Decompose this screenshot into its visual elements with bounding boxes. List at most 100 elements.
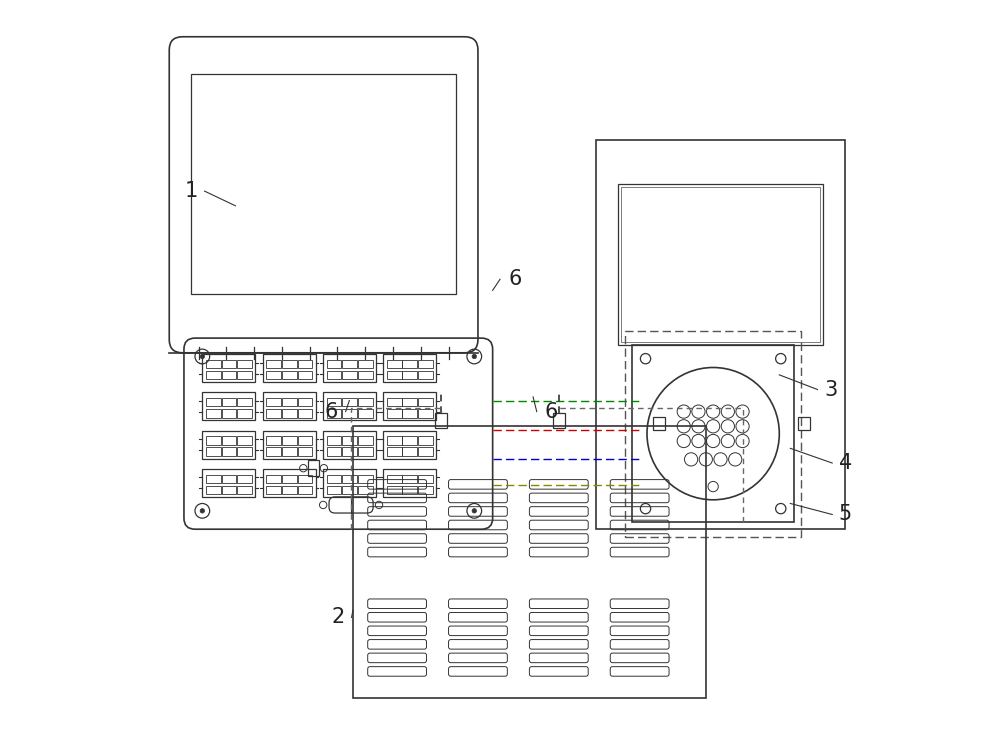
- Bar: [237, 409, 252, 417]
- Bar: [358, 486, 373, 494]
- Bar: [342, 371, 357, 379]
- Bar: [402, 409, 417, 417]
- Bar: [202, 469, 255, 497]
- Bar: [387, 475, 402, 483]
- Circle shape: [200, 509, 205, 513]
- Bar: [387, 437, 402, 445]
- Bar: [298, 486, 312, 494]
- Bar: [237, 448, 252, 456]
- Bar: [237, 475, 252, 483]
- Bar: [327, 371, 341, 379]
- Bar: [323, 431, 376, 459]
- Bar: [327, 475, 341, 483]
- Bar: [383, 392, 436, 420]
- Bar: [282, 475, 297, 483]
- Bar: [418, 371, 433, 379]
- Bar: [282, 360, 297, 368]
- Bar: [383, 469, 436, 497]
- Bar: [418, 486, 433, 494]
- Bar: [263, 354, 316, 382]
- Text: 2: 2: [332, 607, 345, 628]
- Bar: [282, 409, 297, 417]
- Text: 5: 5: [839, 504, 852, 525]
- Bar: [202, 354, 255, 382]
- Bar: [387, 398, 402, 406]
- Bar: [342, 486, 357, 494]
- Bar: [387, 486, 402, 494]
- Bar: [222, 360, 236, 368]
- Bar: [282, 486, 297, 494]
- Bar: [402, 371, 417, 379]
- Bar: [237, 486, 252, 494]
- Bar: [353, 426, 706, 698]
- Bar: [418, 360, 433, 368]
- Bar: [263, 469, 316, 497]
- Bar: [298, 409, 312, 417]
- Bar: [632, 345, 794, 522]
- Bar: [237, 398, 252, 406]
- Bar: [358, 475, 373, 483]
- Bar: [418, 437, 433, 445]
- Bar: [206, 448, 221, 456]
- Bar: [621, 187, 820, 342]
- Bar: [202, 392, 255, 420]
- Bar: [418, 398, 433, 406]
- Bar: [263, 392, 316, 420]
- Bar: [222, 437, 236, 445]
- Bar: [222, 448, 236, 456]
- Bar: [798, 417, 810, 430]
- Bar: [418, 409, 433, 417]
- Bar: [435, 413, 447, 428]
- Bar: [266, 360, 281, 368]
- Circle shape: [472, 354, 476, 359]
- Bar: [387, 409, 402, 417]
- Bar: [308, 460, 319, 476]
- Text: 6: 6: [508, 269, 521, 290]
- Bar: [596, 140, 845, 529]
- Bar: [387, 371, 402, 379]
- Bar: [618, 184, 823, 345]
- Bar: [206, 398, 221, 406]
- Bar: [206, 360, 221, 368]
- Bar: [418, 448, 433, 456]
- Bar: [298, 371, 312, 379]
- Bar: [402, 448, 417, 456]
- Bar: [418, 475, 433, 483]
- Bar: [282, 371, 297, 379]
- Bar: [237, 371, 252, 379]
- Bar: [402, 475, 417, 483]
- Bar: [323, 392, 376, 420]
- Bar: [323, 469, 376, 497]
- Bar: [222, 398, 236, 406]
- Bar: [342, 360, 357, 368]
- Bar: [342, 448, 357, 456]
- Bar: [402, 360, 417, 368]
- Bar: [266, 409, 281, 417]
- Bar: [191, 74, 456, 294]
- Bar: [282, 398, 297, 406]
- Bar: [327, 360, 341, 368]
- Bar: [206, 475, 221, 483]
- Bar: [222, 409, 236, 417]
- Bar: [553, 413, 565, 428]
- Circle shape: [200, 354, 205, 359]
- Text: 4: 4: [839, 453, 852, 473]
- Bar: [387, 360, 402, 368]
- Bar: [383, 354, 436, 382]
- Bar: [202, 431, 255, 459]
- Bar: [266, 448, 281, 456]
- Bar: [298, 437, 312, 445]
- Bar: [342, 398, 357, 406]
- Bar: [206, 437, 221, 445]
- Bar: [383, 431, 436, 459]
- Bar: [358, 360, 373, 368]
- Bar: [342, 437, 357, 445]
- Bar: [266, 475, 281, 483]
- Bar: [402, 437, 417, 445]
- Bar: [342, 409, 357, 417]
- Bar: [298, 475, 312, 483]
- Bar: [266, 437, 281, 445]
- Bar: [327, 448, 341, 456]
- Bar: [298, 398, 312, 406]
- Bar: [282, 448, 297, 456]
